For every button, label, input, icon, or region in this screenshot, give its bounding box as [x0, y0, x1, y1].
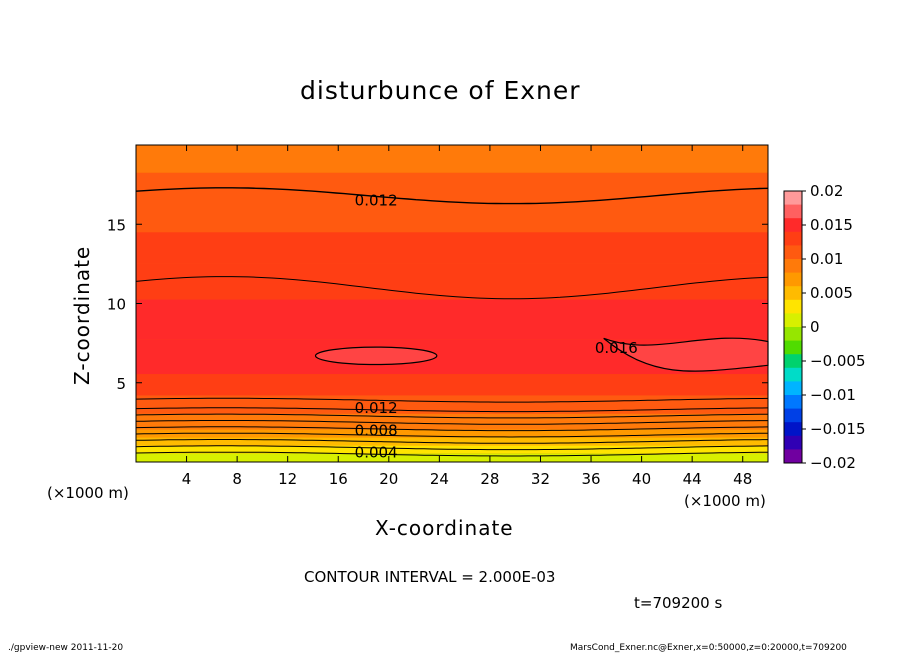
- y-axis-label: Z-coordinate: [70, 245, 94, 385]
- y-tick-label: 10: [107, 296, 126, 314]
- colorbar-swatch: [784, 354, 802, 369]
- colorbar-swatch: [784, 381, 802, 396]
- band: [136, 263, 768, 300]
- contour-line: [135, 432, 768, 438]
- contour-line: [135, 426, 769, 432]
- x-tick-label: 16: [329, 470, 348, 488]
- band: [136, 299, 768, 340]
- x-tick-label: 48: [733, 470, 752, 488]
- colorbar-label: −0.02: [810, 454, 856, 472]
- contour-lines: 0.012 0.016 0.012 0.008 0.004: [135, 187, 769, 461]
- x-tick-label: 12: [278, 470, 297, 488]
- band: [136, 437, 768, 446]
- colorbar-swatch: [784, 286, 802, 301]
- contour-label: 0.012: [355, 399, 398, 417]
- colorbar-swatch: [784, 408, 802, 423]
- footer-left: ./gpview-new 2011-11-20: [8, 643, 124, 653]
- band: [136, 421, 768, 430]
- colorbar-label: 0: [810, 318, 820, 336]
- band: [136, 145, 768, 173]
- contour-label: 0.012: [355, 191, 398, 209]
- colorbar-label: −0.015: [810, 420, 866, 438]
- x-unit-right: (×1000 m): [684, 492, 766, 510]
- y-tick-label: 5: [116, 375, 126, 393]
- colorbar: 0.02 0.015 0.01 0.005 0 −0.005 −0.01 −0.015 −0.0…: [783, 182, 866, 472]
- colorbar-swatch: [784, 395, 802, 410]
- contour-line: [135, 407, 769, 413]
- band: [136, 405, 768, 414]
- x-tick-label: 24: [430, 470, 449, 488]
- colorbar-swatch: [784, 245, 802, 260]
- colorbar-swatch: [784, 272, 802, 287]
- y-tick-label: 15: [107, 216, 126, 234]
- x-tick-label: 36: [581, 470, 600, 488]
- x-tick-label: 4: [182, 470, 192, 488]
- band: [136, 172, 768, 201]
- colorbar-swatch: [784, 340, 802, 355]
- band: [136, 429, 768, 438]
- colorbar-swatch: [784, 367, 802, 382]
- x-tick-label: 8: [232, 470, 242, 488]
- contour-line: [135, 397, 769, 403]
- band: [136, 395, 768, 406]
- colorbar-swatch: [784, 327, 802, 342]
- colorbar-label: 0.015: [810, 216, 853, 234]
- contour-label: 0.004: [355, 443, 398, 461]
- colorbar-swatch: [784, 449, 802, 464]
- contour-line: [135, 439, 769, 444]
- chart-title: disturbunce of Exner: [300, 76, 581, 105]
- x-tick-label: 28: [480, 470, 499, 488]
- colorbar-swatch: [784, 218, 802, 233]
- x-tick-label: 40: [632, 470, 651, 488]
- colorbar-label: −0.01: [810, 386, 856, 404]
- colorbar-label: 0.005: [810, 284, 853, 302]
- colorbar-label: −0.005: [810, 352, 866, 370]
- band: [136, 232, 768, 264]
- contour-label: 0.008: [355, 421, 398, 439]
- colorbar-swatch: [784, 313, 802, 328]
- x-axis-label: X-coordinate: [375, 516, 514, 540]
- contour-line: [135, 187, 769, 205]
- x-tick-label: 44: [683, 470, 702, 488]
- colorbar-swatch: [784, 259, 802, 274]
- band: [136, 453, 768, 462]
- colorbar-swatch: [784, 191, 802, 206]
- band: [136, 374, 768, 396]
- x-tick-label: 20: [379, 470, 398, 488]
- contour-label: 0.016: [595, 339, 638, 357]
- colorbar-label: 0.01: [810, 250, 843, 268]
- contour-line: [135, 276, 769, 300]
- colorbar-swatch: [784, 204, 802, 219]
- band: [136, 200, 768, 233]
- contour-line: [135, 413, 769, 419]
- colorbar-label: 0.02: [810, 182, 843, 200]
- contour-line: [135, 451, 768, 457]
- contour-line: [135, 445, 769, 451]
- x-unit-left: (×1000 m): [47, 484, 129, 502]
- contour-interval-text: CONTOUR INTERVAL = 2.000E-03: [304, 568, 556, 586]
- x-tick-label: 32: [531, 470, 550, 488]
- colorbar-swatch: [784, 435, 802, 450]
- contour-closed: [314, 346, 438, 366]
- footer-right: MarsCond_Exner.nc@Exner,x=0:50000,z=0:20…: [570, 643, 847, 653]
- colorbar-swatch: [784, 231, 802, 246]
- time-text: t=709200 s: [634, 594, 723, 612]
- colorbar-swatch: [784, 422, 802, 437]
- colorbar-swatch: [784, 299, 802, 314]
- contour-line: [135, 420, 768, 425]
